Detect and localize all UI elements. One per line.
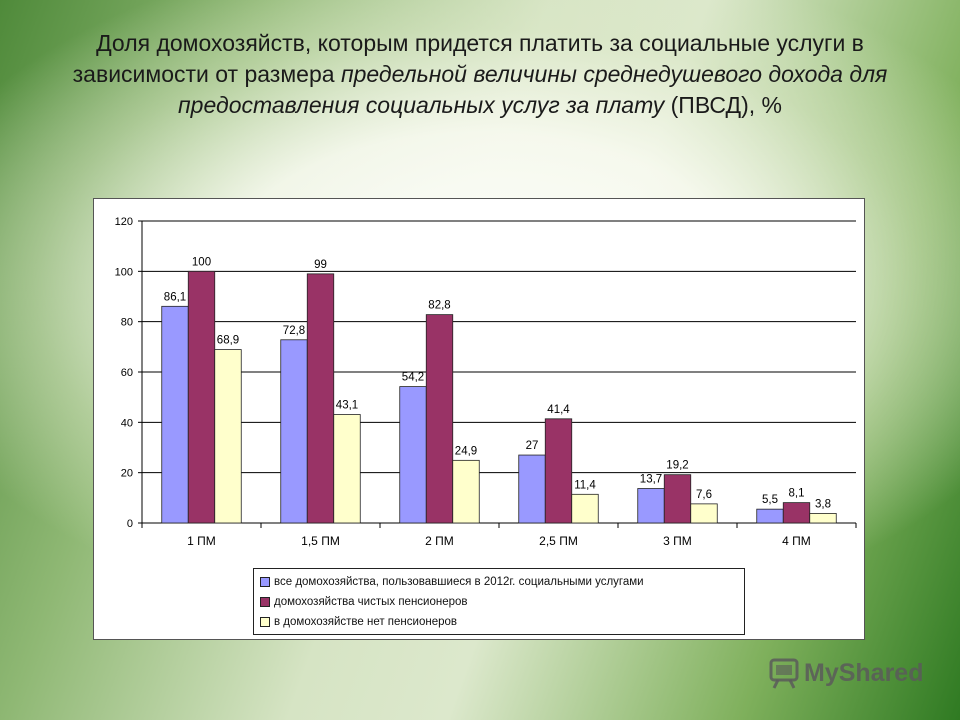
x-tick-label: 4 ПМ bbox=[782, 534, 811, 548]
data-label: 24,9 bbox=[455, 445, 477, 457]
bar bbox=[187, 270, 216, 524]
bar bbox=[280, 339, 308, 524]
bar bbox=[161, 305, 189, 524]
data-label: 43,1 bbox=[336, 400, 358, 412]
title-part-2-italic: предельной величины среднедушевого доход… bbox=[178, 61, 888, 118]
bar bbox=[544, 418, 573, 524]
bar bbox=[399, 386, 427, 524]
data-label: 99 bbox=[314, 259, 327, 271]
bar-chart: 0 20 40 60 80 100 120 86,1 100 68,9 1 ПМ 72,8 99 43,1… bbox=[115, 216, 857, 548]
legend-item-pensioner-households: домохозяйства чистых пенсионеров bbox=[260, 592, 738, 612]
chart-frame: 0 20 40 60 80 100 120 86,1 100 68,9 1 ПМ 72,8 99 43,1… bbox=[93, 198, 865, 640]
data-label: 86,1 bbox=[164, 291, 186, 303]
chart-legend: все домохозяйства, пользовавшиеся в 2012… bbox=[253, 568, 745, 635]
data-label: 3,8 bbox=[815, 498, 831, 510]
data-label: 7,6 bbox=[696, 489, 712, 501]
data-label: 27 bbox=[526, 440, 539, 452]
data-label: 100 bbox=[192, 256, 211, 268]
bar bbox=[333, 414, 361, 524]
legend-swatch-all bbox=[260, 577, 270, 587]
x-tick-label: 2,5 ПМ bbox=[539, 534, 578, 548]
legend-label-no-pensioners: в домохозяйстве нет пенсионеров bbox=[274, 616, 458, 628]
legend-label-all: все домохозяйства, пользовавшиеся в 2012… bbox=[274, 576, 644, 588]
data-label: 5,5 bbox=[762, 494, 778, 506]
x-tick-label: 3 ПМ bbox=[663, 534, 692, 548]
y-tick-label: 80 bbox=[121, 317, 133, 329]
title-part-1: Доля домохозяйств, которым придется плат… bbox=[72, 30, 864, 87]
title-part-3: (ПВСД), % bbox=[664, 92, 782, 118]
bar bbox=[690, 503, 718, 524]
y-tick-label: 60 bbox=[121, 367, 133, 379]
data-label: 8,1 bbox=[789, 488, 805, 500]
data-label: 68,9 bbox=[217, 335, 239, 347]
legend-label-pensioners: домохозяйства чистых пенсионеров bbox=[274, 596, 468, 608]
legend-item-no-pensioners: в домохозяйстве нет пенсионеров bbox=[260, 612, 738, 632]
slide-title: Доля домохозяйств, которым придется плат… bbox=[40, 28, 920, 121]
bar bbox=[452, 459, 480, 524]
y-tick-label: 0 bbox=[127, 518, 133, 530]
bar bbox=[214, 349, 242, 524]
y-tick-label: 40 bbox=[121, 417, 133, 429]
bar bbox=[306, 273, 335, 524]
bar bbox=[809, 513, 837, 524]
bar bbox=[637, 488, 665, 524]
legend-swatch-no-pensioners bbox=[260, 617, 270, 627]
y-tick-label: 20 bbox=[121, 468, 133, 480]
bar bbox=[663, 474, 692, 524]
data-label: 19,2 bbox=[666, 460, 688, 472]
data-label: 11,4 bbox=[574, 479, 596, 491]
legend-item-all-households: все домохозяйства, пользовавшиеся в 2012… bbox=[260, 572, 738, 592]
data-label: 54,2 bbox=[402, 372, 424, 384]
x-tick-label: 1 ПМ bbox=[187, 534, 216, 548]
bar bbox=[425, 314, 454, 524]
data-label: 13,7 bbox=[640, 474, 662, 486]
bar bbox=[571, 493, 599, 524]
data-label: 41,4 bbox=[547, 404, 570, 416]
data-label: 72,8 bbox=[283, 325, 305, 337]
myshared-watermark: MyShared bbox=[768, 656, 923, 690]
bar bbox=[518, 454, 546, 524]
x-tick-label: 1,5 ПМ bbox=[301, 534, 340, 548]
y-tick-label: 100 bbox=[115, 266, 133, 278]
watermark-text: MyShared bbox=[804, 658, 924, 687]
legend-swatch-pensioners bbox=[260, 597, 270, 607]
data-label: 82,8 bbox=[428, 300, 450, 312]
bar bbox=[782, 502, 811, 524]
bar bbox=[756, 508, 784, 524]
x-tick-label: 2 ПМ bbox=[425, 534, 454, 548]
myshared-logo-icon bbox=[769, 658, 799, 689]
y-tick-label: 120 bbox=[115, 216, 133, 228]
